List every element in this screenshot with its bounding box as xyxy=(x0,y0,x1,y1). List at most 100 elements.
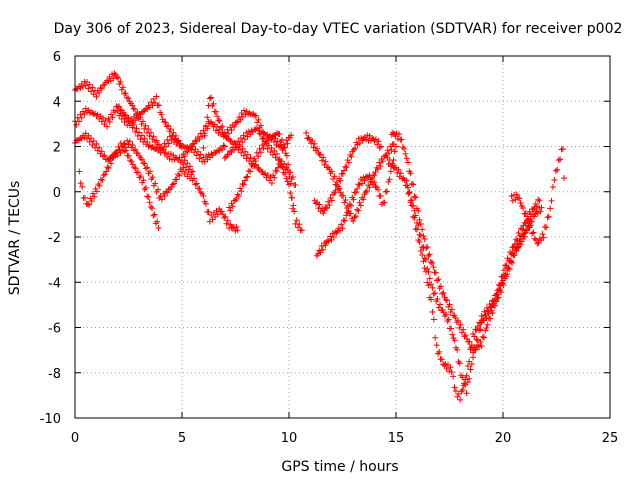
data-point-marker xyxy=(84,201,91,208)
data-point-marker xyxy=(430,316,437,323)
data-point-marker xyxy=(421,236,428,243)
data-point-marker xyxy=(448,369,455,376)
data-point-marker xyxy=(386,176,393,183)
data-point-marker xyxy=(430,264,437,271)
data-point-marker xyxy=(205,208,212,215)
x-tick-label: 0 xyxy=(71,431,79,446)
data-point-marker xyxy=(416,216,423,223)
data-point-marker xyxy=(117,149,124,156)
data-point-marker xyxy=(523,227,530,234)
data-point-marker xyxy=(286,173,293,180)
data-point-marker xyxy=(147,203,154,210)
data-point-marker xyxy=(216,118,223,125)
data-point-marker xyxy=(531,213,538,220)
y-tick-label: 2 xyxy=(53,141,61,156)
y-tick-label: -10 xyxy=(40,412,61,427)
data-point-marker xyxy=(337,189,344,196)
data-point-marker xyxy=(422,245,429,252)
data-point-marker xyxy=(223,133,230,140)
data-point-marker xyxy=(416,239,423,246)
data-point-marker xyxy=(172,135,179,142)
data-point-marker xyxy=(183,148,190,155)
data-point-marker xyxy=(150,212,157,219)
data-point-marker xyxy=(259,142,266,149)
data-point-marker xyxy=(169,181,176,188)
data-point-marker xyxy=(483,314,490,321)
data-point-marker xyxy=(141,135,148,142)
data-point-marker xyxy=(330,234,337,241)
data-point-marker xyxy=(468,343,475,350)
data-point-marker xyxy=(89,84,96,91)
data-point-marker xyxy=(389,129,396,136)
data-point-marker xyxy=(554,166,561,173)
data-point-marker xyxy=(191,175,198,182)
data-point-marker xyxy=(121,90,128,97)
data-point-marker xyxy=(374,166,381,173)
data-point-marker xyxy=(518,238,525,245)
data-point-marker xyxy=(248,161,255,168)
data-point-marker xyxy=(158,111,165,118)
data-point-marker xyxy=(404,184,411,191)
data-point-marker xyxy=(138,121,145,128)
data-point-marker xyxy=(410,181,417,188)
data-point-marker xyxy=(129,102,136,109)
data-point-marker xyxy=(552,167,559,174)
data-point-marker xyxy=(138,156,145,163)
data-point-marker xyxy=(463,390,470,397)
data-point-marker xyxy=(540,234,547,241)
x-tick-label: 15 xyxy=(388,431,405,446)
data-point-marker xyxy=(149,174,156,181)
data-point-marker xyxy=(210,100,217,107)
data-point-marker xyxy=(197,151,204,158)
data-point-marker xyxy=(244,173,251,180)
data-point-marker xyxy=(407,199,414,206)
data-point-marker xyxy=(421,255,428,262)
data-point-marker xyxy=(77,84,84,91)
data-point-marker xyxy=(422,256,429,263)
data-point-marker xyxy=(445,316,452,323)
data-point-marker xyxy=(479,333,486,340)
data-point-marker xyxy=(433,342,440,349)
data-point-marker xyxy=(425,282,432,289)
data-point-marker xyxy=(320,154,327,161)
data-point-marker xyxy=(532,237,539,244)
data-point-marker xyxy=(135,169,142,176)
data-point-marker xyxy=(227,207,234,214)
data-point-marker xyxy=(162,149,169,156)
data-point-marker xyxy=(555,157,562,164)
data-point-marker xyxy=(455,358,462,365)
data-markers xyxy=(72,70,567,403)
data-point-marker xyxy=(447,309,454,316)
data-point-marker xyxy=(509,197,516,204)
data-point-marker xyxy=(406,190,413,197)
data-point-marker xyxy=(196,155,203,162)
data-point-marker xyxy=(227,221,234,228)
y-tick-label: 4 xyxy=(53,95,61,110)
data-point-marker xyxy=(490,298,497,305)
data-point-marker xyxy=(419,243,426,250)
data-point-marker xyxy=(522,227,529,234)
data-point-marker xyxy=(96,144,103,151)
data-point-marker xyxy=(196,185,203,192)
data-point-marker xyxy=(133,125,140,132)
data-point-marker xyxy=(101,171,108,178)
data-point-marker xyxy=(285,161,292,168)
data-point-marker xyxy=(100,153,107,160)
data-point-marker xyxy=(375,186,382,193)
data-point-marker xyxy=(138,132,145,139)
data-point-marker xyxy=(373,164,380,171)
data-point-marker xyxy=(260,145,267,152)
data-point-marker xyxy=(516,195,523,202)
data-point-marker xyxy=(244,151,251,158)
data-point-marker xyxy=(208,94,215,101)
data-point-marker xyxy=(363,188,370,195)
data-point-marker xyxy=(170,129,177,136)
data-point-marker xyxy=(344,157,351,164)
data-point-marker xyxy=(113,73,120,80)
data-point-marker xyxy=(110,154,117,161)
data-point-marker xyxy=(413,226,420,233)
data-point-marker xyxy=(539,231,546,238)
x-tick-label: 5 xyxy=(178,431,186,446)
data-point-marker xyxy=(257,149,264,156)
data-point-marker xyxy=(146,168,153,175)
